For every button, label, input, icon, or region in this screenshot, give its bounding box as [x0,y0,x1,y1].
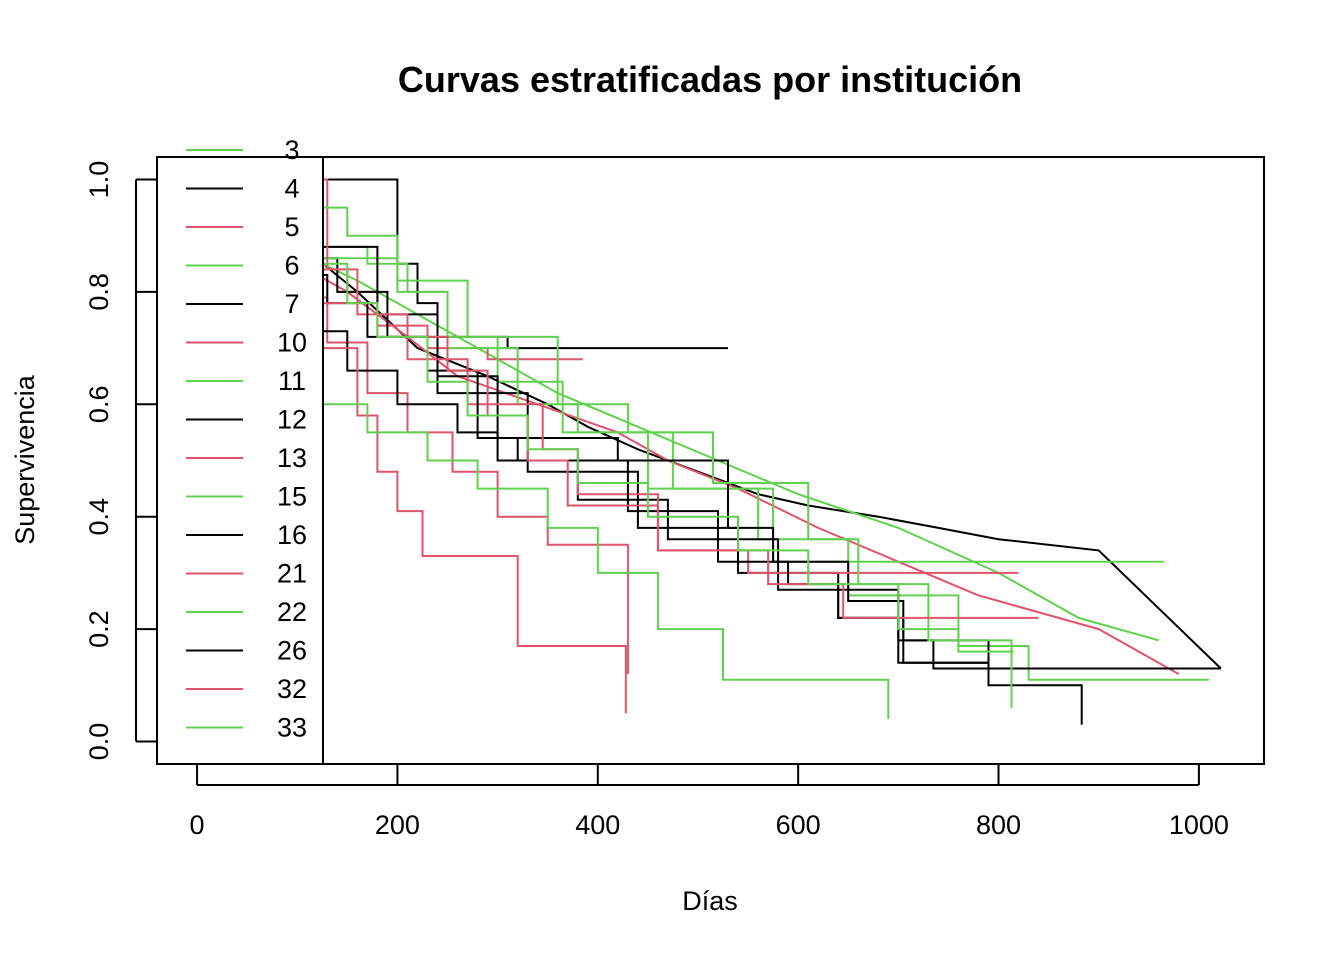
legend-label: 33 [277,713,307,743]
legend-label: 32 [277,674,307,704]
legend-label: 26 [277,636,307,666]
legend-entry: 26 [186,636,307,666]
legend-label: 12 [277,405,307,435]
legend-label: 21 [277,559,307,589]
y-tick-label: 0.0 [84,723,114,761]
legend: 3 4 5 6 7 10 11 12 13 15 16 21 22 26 32 33 [157,135,324,764]
survival-curve-4 [197,178,728,350]
x-tick-label: 200 [375,810,420,840]
legend-entry: 15 [186,482,307,512]
legend-entry: 5 [186,212,300,242]
survival-curve-17 [197,302,1039,619]
legend-entry: 12 [186,405,307,435]
survival-curve-7 [197,257,1083,725]
legend-entry: 11 [186,366,306,396]
legend-label: 22 [277,597,307,627]
x-tick-label: 800 [976,810,1021,840]
survival-curve-2 [196,178,1180,675]
legend-background [157,157,323,764]
y-tick-label: 0.8 [84,273,114,311]
y-axis-label: Supervivencia [10,374,40,545]
plot-frame [156,156,1265,765]
legend-entry: 21 [186,559,307,589]
legend-entry: 4 [186,174,300,204]
legend-label: 15 [277,482,307,512]
survival-curve-16 [197,274,989,664]
legend-entry: 16 [186,520,307,550]
axes: 0 200 400 600 800 1000 0.0 0.2 0.4 0.6 0.8 1.0 [84,161,1229,840]
legend-label: 11 [278,366,306,396]
legend-label: 13 [277,443,307,473]
x-tick-label: 400 [575,810,620,840]
legend-label: 16 [277,520,307,550]
survival-curve-11 [197,347,627,714]
legend-label: 6 [284,251,299,281]
x-tick-label: 600 [776,810,821,840]
legend-entry: 6 [186,251,300,281]
legend-entry: 10 [186,328,307,358]
survival-curve-8 [197,296,629,675]
y-tick-label: 0.6 [84,386,114,424]
legend-label: 7 [284,289,299,319]
legend-label: 5 [284,212,299,242]
legend-entry: 7 [186,289,300,319]
survival-curve-1 [196,178,1222,670]
legend-entry: 32 [186,674,307,704]
x-tick-label: 1000 [1169,810,1229,840]
survival-curve-12 [197,403,890,719]
x-tick-label: 0 [190,810,205,840]
chart-title: Curvas estratificadas por institución [398,59,1022,100]
survival-curve-18 [197,262,1014,653]
survival-curve-10 [197,330,1221,670]
y-tick-label: 1.0 [84,161,114,199]
survival-curves [196,178,1222,725]
survival-curve-3 [196,178,1160,642]
legend-label: 3 [284,135,299,165]
legend-label: 10 [277,328,307,358]
legend-entry: 22 [186,597,307,627]
survival-curve-15 [197,206,1013,708]
survival-curve-13 [197,245,990,686]
legend-entry: 13 [186,443,307,473]
x-axis-label: Días [682,886,738,916]
legend-entry: 33 [186,713,307,743]
y-tick-label: 0.4 [84,498,114,536]
legend-label: 4 [284,174,299,204]
y-tick-label: 0.2 [84,610,114,648]
